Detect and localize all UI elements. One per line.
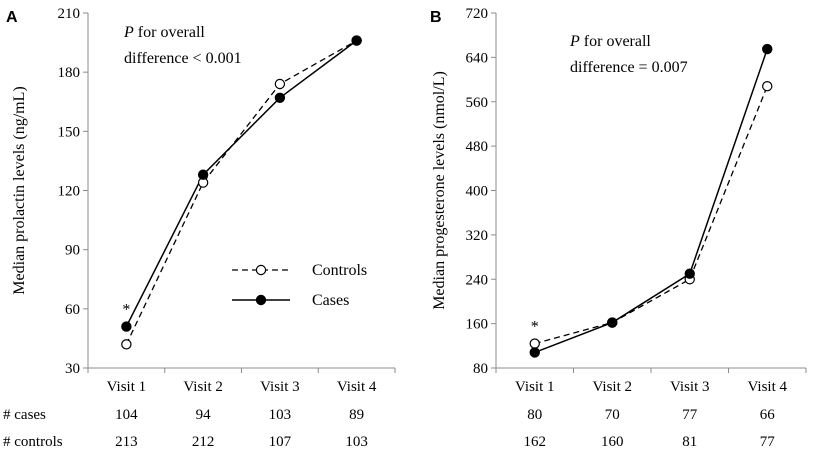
panel-a-y-axis-title: Median prolactin levels (ng/mL) — [11, 86, 28, 294]
panel-a-count-cases: 89 — [349, 407, 364, 423]
panel-a-y-tick-label: 90 — [65, 243, 80, 259]
panel-b-count-controls: 77 — [760, 434, 776, 450]
panel-a-y-tick-label: 30 — [65, 361, 80, 377]
panel-b-count-cases: 70 — [605, 407, 620, 423]
panel-a-x-tick-label: Visit 1 — [107, 379, 147, 395]
panel-a-count-cases: 104 — [115, 407, 138, 423]
panel-b-y-tick-label: 80 — [473, 361, 488, 377]
panel-b-p-value-line2: difference = 0.007 — [570, 59, 688, 76]
panel-a-series-line-cases — [125, 40, 358, 327]
panel-b-y-tick-label: 720 — [466, 6, 489, 22]
panel-b-significance-asterisk: * — [531, 319, 539, 336]
panel-b-marker-controls — [762, 81, 773, 92]
panel-a-marker-controls — [274, 78, 286, 90]
panel-a-marker-cases — [274, 92, 286, 104]
panel-b-count-controls: 160 — [601, 434, 624, 450]
panel-b-marker-controls — [529, 338, 540, 349]
panel-b-count-cases: 77 — [682, 407, 698, 423]
panel-a-series-line-controls — [125, 40, 357, 345]
panel-a-y-tick-label: 60 — [65, 302, 80, 318]
panel-b-marker-cases — [607, 317, 618, 328]
panel-b-y-tick-label: 160 — [466, 317, 489, 333]
panel-b-x-tick-label: Visit 1 — [515, 379, 555, 395]
panel-b-y-tick-label: 480 — [466, 139, 489, 155]
panel-a-marker-cases — [197, 169, 209, 180]
panel-a-x-tick-label: Visit 4 — [337, 379, 377, 395]
legend-label-controls: Controls — [312, 262, 367, 279]
panel-a-y-tick-label: 150 — [58, 124, 81, 140]
panel-a-y-tick-label: 180 — [58, 65, 81, 81]
panel-a-count-controls: 103 — [345, 434, 368, 450]
legend-label-cases: Cases — [312, 292, 349, 309]
panel-b-y-tick-label: 400 — [466, 184, 489, 200]
panel-a-significance-asterisk: * — [122, 302, 130, 319]
panel-a-marker-cases — [121, 321, 132, 332]
panel-a-count-controls: 212 — [192, 434, 215, 450]
panel-b-x-tick-label: Visit 3 — [670, 379, 710, 395]
panel-a-x-tick-label: Visit 3 — [260, 379, 300, 395]
legend-marker-controls — [255, 264, 267, 276]
panel-b-series-line-controls — [534, 85, 768, 345]
panel-b-x-tick-label: Visit 2 — [592, 379, 632, 395]
panel-a-x-tick-label: Visit 2 — [183, 379, 223, 395]
panel-b-count-controls: 162 — [524, 434, 547, 450]
panel-a-marker-controls — [121, 339, 132, 350]
panel-b-marker-cases — [684, 268, 695, 279]
panel-b-y-tick-label: 560 — [466, 95, 489, 111]
panel-b-letter: B — [430, 9, 442, 26]
panel-a-y-tick-label: 120 — [58, 184, 81, 200]
panel-a-count-cases: 94 — [196, 407, 212, 423]
panel-a-count-controls: 213 — [115, 434, 138, 450]
panel-b-p-rest: for overall — [580, 33, 652, 50]
legend-marker-cases — [255, 294, 267, 306]
panel-a-p-value-line2: difference < 0.001 — [124, 50, 242, 67]
panel-a-y-tick-label: 210 — [58, 6, 81, 22]
panel-a-p-italic: P — [123, 24, 134, 41]
panel-b-count-cases: 66 — [760, 407, 776, 423]
panel-b-y-tick-label: 240 — [466, 272, 489, 288]
count-label-cases: # cases — [3, 407, 46, 423]
panel-a-count-cases: 103 — [269, 407, 292, 423]
panel-b-y-axis-title: Median progesterone levels (nmol/L) — [431, 71, 448, 310]
panel-b-p-italic: P — [569, 33, 580, 50]
panel-b-marker-cases — [529, 347, 540, 358]
panel-a-count-controls: 107 — [269, 434, 292, 450]
panel-b-y-tick-label: 640 — [466, 50, 489, 66]
panel-a-marker-cases — [351, 35, 362, 46]
panel-b-series-line-cases — [534, 48, 768, 354]
panel-b-p-value-line1: P for overall — [569, 33, 651, 50]
panel-b-count-cases: 80 — [527, 407, 542, 423]
panel-a-p-value-line1: P for overall — [123, 24, 205, 41]
panel-b-x-tick-label: Visit 4 — [747, 379, 787, 395]
panel-a-p-rest: for overall — [134, 24, 206, 41]
count-label-controls: # controls — [3, 434, 63, 450]
panel-b-count-controls: 81 — [682, 434, 697, 450]
panel-b-y-tick-label: 320 — [466, 228, 489, 244]
panel-b-marker-cases — [762, 43, 773, 55]
panel-a-letter: A — [6, 9, 18, 26]
